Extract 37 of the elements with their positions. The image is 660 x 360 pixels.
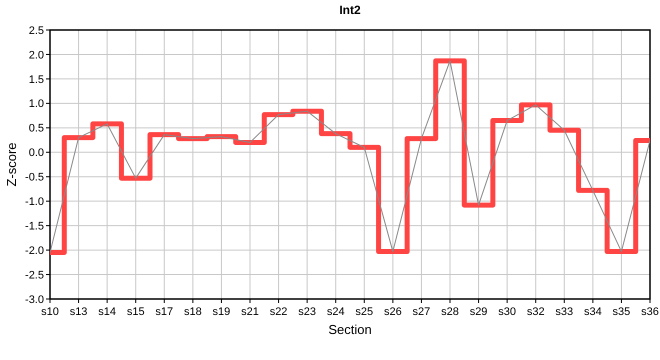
y-tick-label: -2.5 — [25, 269, 44, 282]
y-tick-label: -0.5 — [25, 172, 44, 184]
x-tick-label: s19 — [212, 306, 230, 318]
x-tick-label: s17 — [155, 306, 174, 318]
x-tick-label: s36 — [641, 306, 659, 318]
x-tick-label: s24 — [326, 306, 345, 318]
y-tick-label: 0.0 — [28, 147, 44, 160]
y-axis-title: Z-score — [4, 142, 19, 187]
x-tick-label: s21 — [241, 306, 259, 318]
y-tick-label: 2.5 — [28, 24, 44, 37]
chart-title: Int2 — [339, 3, 361, 17]
x-tick-label: s25 — [355, 306, 374, 318]
x-axis-title: Section — [328, 322, 372, 337]
y-tick-label: 1.5 — [28, 74, 44, 86]
x-tick-label: s22 — [270, 306, 288, 318]
x-tick-label: s15 — [126, 306, 145, 318]
y-tick-label: 1.0 — [28, 98, 44, 110]
x-tick-label: s32 — [526, 306, 545, 318]
x-tick-label: s34 — [584, 306, 602, 318]
x-tick-label: s28 — [441, 306, 459, 318]
y-tick-label: -3.0 — [25, 294, 44, 306]
x-tick-label: s23 — [298, 306, 316, 318]
x-tick-label: s30 — [498, 306, 516, 318]
y-tick-label: -2.0 — [25, 244, 44, 257]
x-tick-label: s18 — [184, 306, 202, 318]
x-tick-label: s35 — [612, 306, 630, 318]
y-tick-label: -1.5 — [25, 220, 44, 232]
y-tick-label: 2.0 — [28, 49, 44, 62]
x-tick-label: s26 — [384, 306, 402, 318]
y-tick-label: 0.5 — [28, 122, 44, 135]
x-tick-label: s10 — [41, 306, 59, 318]
x-tick-label: s33 — [555, 306, 574, 318]
x-tick-label: s13 — [70, 306, 88, 318]
x-tick-label: s14 — [98, 306, 116, 318]
y-tick-label: -1.0 — [25, 196, 44, 208]
x-tick-label: s29 — [470, 306, 488, 318]
x-tick-label: s27 — [412, 306, 430, 318]
